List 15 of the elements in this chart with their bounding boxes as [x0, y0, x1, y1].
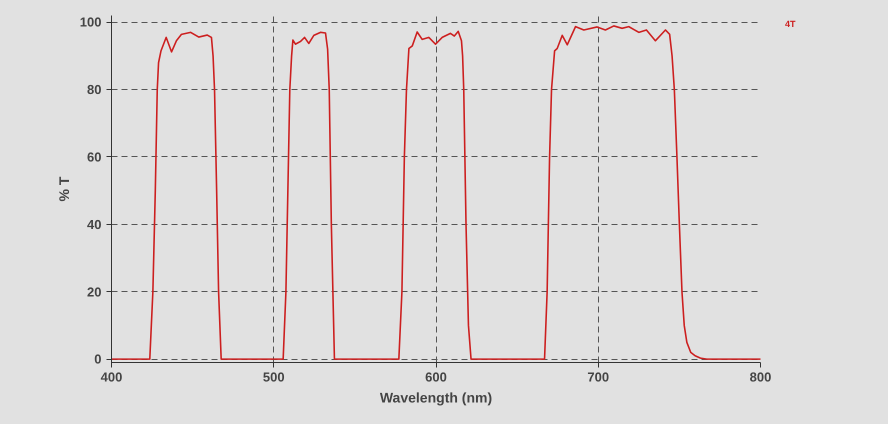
- x-tick-label: 500: [262, 370, 285, 384]
- y-tick-label: 60: [87, 149, 102, 164]
- y-tick-label: 0: [94, 352, 102, 367]
- x-tick-label: 600: [425, 370, 447, 384]
- y-tick-label: 100: [80, 14, 102, 30]
- y-axis-title: % T: [56, 176, 72, 202]
- line-series: [112, 25, 760, 360]
- x-axis-title: Wavelength (nm): [380, 390, 492, 406]
- y-tick-label: 40: [87, 216, 102, 232]
- x-tick-label: 700: [587, 370, 610, 384]
- y-tick-label: 20: [87, 284, 102, 300]
- y-tick-label: 80: [87, 82, 102, 98]
- text: 4T: [785, 18, 796, 31]
- x-tick-label: 800: [750, 370, 772, 384]
- x-tick-label: 400: [100, 370, 122, 384]
